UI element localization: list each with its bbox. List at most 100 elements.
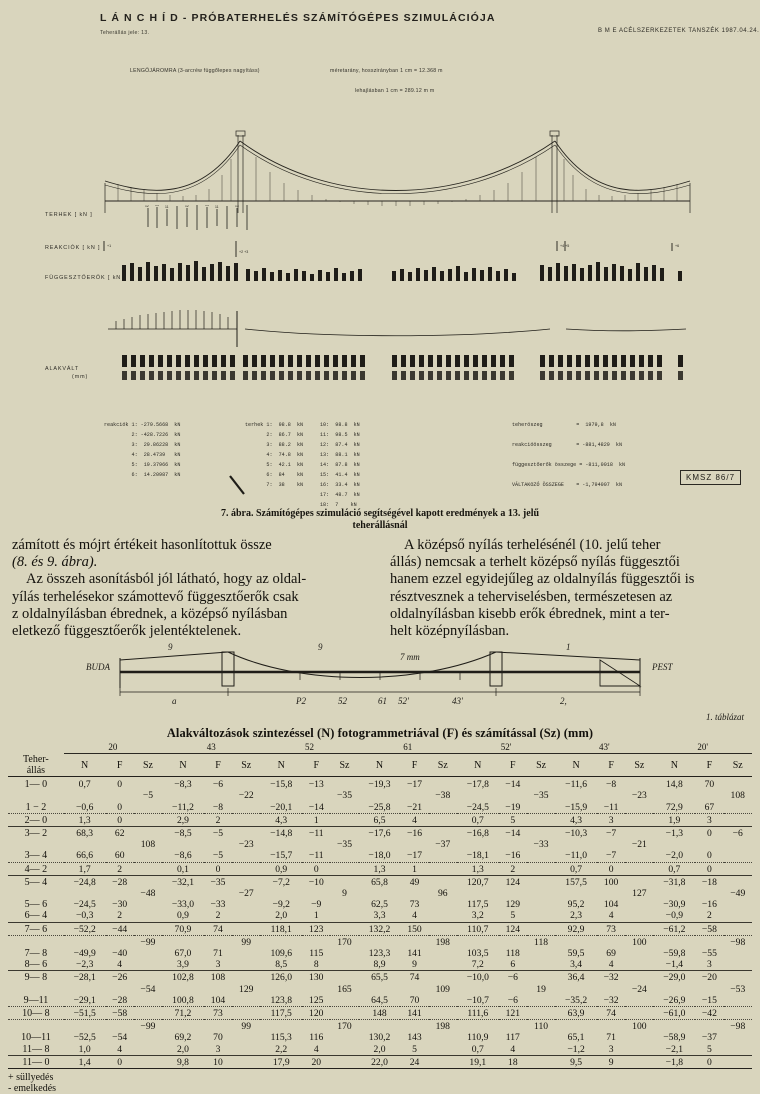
cell-sz: −99 (140, 936, 156, 948)
cell-sz (330, 864, 358, 876)
cell-n: −11,2 (172, 801, 194, 813)
svg-text:11: 11 (215, 205, 219, 209)
cell-sz: −35 (533, 790, 549, 802)
cell-sz (330, 899, 358, 910)
plot-row-label-hanger-forces: FÜGGESZTŐERŐK [ kN ] (45, 275, 126, 281)
cell-f: 5 (412, 1043, 417, 1055)
cell-n: 111,6 (467, 1007, 489, 1019)
svg-text:43': 43' (452, 696, 464, 706)
row-label-teherallas: 11— 8 (22, 1043, 50, 1055)
cell-sz (232, 850, 260, 862)
row-label-teherallas: 9— 8 (24, 972, 48, 984)
schematic-label-buda: BUDA (86, 662, 110, 672)
cell-f: −11 (308, 850, 324, 862)
cell-f: 1 (313, 910, 319, 922)
cell-f (204, 984, 232, 995)
cell-n: −32,1 (171, 876, 195, 888)
group-61: 61 (358, 742, 457, 755)
cell-sz (724, 815, 753, 827)
cell-f (597, 888, 625, 899)
subcol-sz-2: Sz (241, 759, 252, 771)
cell-n: −8,6 (174, 850, 192, 862)
table-rule (8, 861, 752, 864)
cell-n: −52,5 (73, 1032, 96, 1044)
figure-title: L Á N C H Í D - PRÓBATERHELÉS SZÁMÍTÓGÉP… (100, 12, 496, 24)
cell-n: 120,7 (467, 876, 489, 888)
cell-n: 2,0 (275, 910, 288, 922)
cell-n: −1,2 (567, 1043, 585, 1055)
cell-f: −17 (407, 850, 423, 862)
cell-sz: 110 (534, 1021, 549, 1033)
cell-n: −61,2 (663, 923, 686, 935)
cell-sz (330, 779, 358, 790)
cell-n: 17,9 (272, 1056, 290, 1068)
cell-sz (527, 850, 555, 862)
subcol-f-6: F (608, 759, 614, 771)
table-row: −99 99 170 198 118 100 −98 (8, 937, 752, 948)
cell-n (653, 984, 695, 995)
paragraph-left-3: Az összeh asonításból jól látható, hogy … (26, 571, 307, 588)
cell-f (597, 984, 625, 995)
table-row: 2— 0 1,3 0 2,9 2 4,3 1 6,5 4 0,7 5 4,3 3 1,9 3 (8, 815, 752, 827)
cell-n: −7,2 (272, 876, 290, 888)
cell-f: 0 (313, 863, 319, 875)
results-loads-block-2: 10: 98.8 kN 11: 98.5 kN 12: 87.4 kN 13: … (320, 422, 360, 508)
cell-sz: −27 (238, 887, 254, 899)
cell-f (204, 839, 232, 850)
svg-text:61: 61 (378, 696, 387, 706)
cell-n (555, 790, 597, 801)
cell-n (260, 937, 302, 948)
cell-f: 0 (215, 863, 221, 875)
cell-sz: 100 (632, 1021, 647, 1033)
table-row: −54 129 165 109 19 −24 −53 (8, 984, 752, 995)
table-row: 108 −23 −35 −37 −33 −21 (8, 839, 752, 850)
figure-caption: 7. ábra. Számítógépes szimuláció segítsé… (0, 508, 760, 531)
table-rule (8, 921, 752, 924)
subcol-n-3: N (277, 759, 285, 771)
cell-f: 115 (309, 947, 324, 959)
cell-f: 8 (313, 959, 319, 971)
cell-n (359, 1021, 401, 1032)
table-bottom-rule (8, 1068, 752, 1071)
cell-f: 104 (603, 899, 619, 911)
cell-n: 2,2 (275, 1043, 288, 1055)
cell-f: −15 (701, 994, 717, 1006)
cell-f (204, 937, 232, 948)
cell-n: 1,3 (78, 814, 91, 826)
cell-n: −28,1 (73, 972, 96, 984)
subcol-f-4: F (411, 759, 418, 771)
cell-sz (134, 995, 162, 1007)
table-row: 6— 4 −0,3 2 0,9 2 2,0 1 3,3 4 3,2 5 2,3 4 −0,9 2 (8, 910, 752, 922)
drawing-number-stamp: KMSZ 86/7 (680, 470, 742, 485)
table-row: 9—11 −29,1 −28 100,8 104 123,8 125 64,5 70 −10,7 −… (8, 995, 752, 1007)
row-label-teherallas (8, 1021, 64, 1032)
cell-n: 117,5 (467, 899, 489, 911)
cell-sz (330, 972, 358, 983)
cell-n: 0,7 (668, 863, 681, 875)
cell-f: 70 (409, 994, 420, 1006)
cell-sz (724, 995, 753, 1007)
cell-sz (724, 779, 753, 790)
cell-sz (232, 899, 260, 910)
subcol-f-3: F (313, 759, 320, 771)
cell-sz (724, 959, 753, 971)
cell-f: −58 (112, 1007, 128, 1019)
cell-sz: −53 (730, 983, 746, 995)
cell-f: −32 (603, 972, 619, 984)
cell-n (260, 790, 302, 801)
table-group-header-row: 20 43 52 61 52' 43' 20' (8, 742, 752, 755)
plot-row-label-deformation: ALAKVÁLT (45, 366, 80, 372)
cell-sz (429, 995, 457, 1007)
cell-f: 4 (412, 910, 417, 922)
cell-n: 8,5 (275, 959, 288, 971)
cell-f: 70 (213, 1032, 223, 1044)
cell-sz (527, 948, 555, 959)
svg-text:9: 9 (318, 642, 323, 652)
cell-n (64, 888, 106, 899)
cell-n: 6,5 (373, 814, 386, 826)
cell-f (695, 790, 723, 801)
cell-f: 141 (407, 1007, 422, 1019)
cell-n: 62,5 (371, 899, 388, 911)
cell-sz (527, 910, 555, 922)
cell-sz (527, 1044, 555, 1056)
